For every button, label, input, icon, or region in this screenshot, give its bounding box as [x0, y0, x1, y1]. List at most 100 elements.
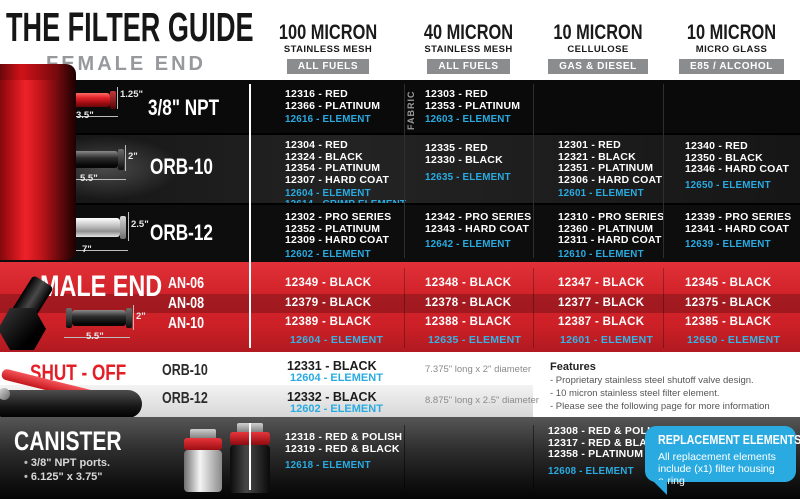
- element-number: 12602 - ELEMENT: [285, 248, 371, 260]
- element-number: 12601 - ELEMENT: [560, 334, 654, 346]
- part-number: 12343 - HARD COAT: [425, 222, 530, 235]
- male-filter-photo: [72, 310, 126, 326]
- part-number: 12340 - RED: [685, 140, 748, 152]
- white-divider: [249, 84, 251, 348]
- dimension-height: 1.25": [120, 89, 143, 100]
- an-size-label: AN-10: [168, 315, 205, 332]
- dimension-length: 7": [82, 244, 92, 255]
- callout-tail: [652, 480, 667, 495]
- part-cell: 12302 - PRO SERIES 12352 - PLATINUM 12309 …: [252, 211, 404, 260]
- part-number: 12310 - PRO SERIES: [558, 211, 665, 223]
- column-divider: [663, 84, 664, 258]
- dimension-line: [64, 337, 130, 338]
- element-number: 12650 - ELEMENT: [685, 179, 771, 191]
- table-row-npt: 1.25" 3.5" 3/8" NPT FABRIC 12316 - RED 12…: [0, 80, 800, 134]
- part-number: 12306 - HARD COAT: [558, 173, 663, 186]
- size-note: 7.375" long x 2" diameter: [425, 364, 532, 375]
- dimension-line: [54, 250, 128, 251]
- column-header-40-micron: 40 MICRON STAINLESS MESH ALL FUELS: [404, 22, 533, 74]
- page-title: THE FILTER GUIDE: [6, 4, 254, 50]
- part-number: 12307 - HARD COAT: [285, 173, 390, 186]
- dimension-line: [125, 145, 126, 171]
- valve-body: [0, 390, 142, 418]
- part-number: 12345 - BLACK: [685, 277, 772, 289]
- shutoff-valve-photo: [0, 366, 152, 418]
- part-number: 12309 - HARD COAT: [285, 234, 390, 247]
- inline-filter-photo-black: [62, 151, 118, 168]
- part-number: 12389 - BLACK: [285, 316, 372, 328]
- page-header: THE FILTER GUIDE FEMALE END 100 MICRON S…: [0, 0, 800, 80]
- filter-endcap: [118, 149, 124, 170]
- part-number: 12353 - PLATINUM: [425, 99, 521, 112]
- column-header-10-micron-microglass: 10 MICRON MICRO GLASS E85 / ALCOHOL: [663, 22, 800, 74]
- part-number: 12387 - BLACK: [558, 316, 645, 328]
- fuel-type-badge: E85 / ALCOHOL: [679, 59, 784, 74]
- fuel-type-badge: GAS & DIESEL: [548, 59, 648, 74]
- dimension-length: 5.5": [80, 173, 98, 184]
- part-number: 12379 - BLACK: [285, 297, 372, 309]
- element-number: 12608 - ELEMENT: [548, 465, 634, 477]
- canister-photo-polished: [182, 429, 224, 495]
- column-header-100-micron: 100 MICRON STAINLESS MESH ALL FUELS: [252, 22, 404, 74]
- row-separator: [0, 133, 800, 135]
- table-row-orb12: 2.5" 7" ORB-12 12302 - PRO SERIES 12352 -…: [0, 204, 800, 262]
- dimension-line: [58, 116, 118, 117]
- part-number: 12352 - PLATINUM: [285, 222, 381, 235]
- row-label-orb10: ORB-10: [150, 154, 213, 179]
- female-end-heading: FEMALE END: [46, 53, 206, 75]
- column-divider: [404, 268, 405, 348]
- part-number: 12301 - RED: [558, 139, 621, 151]
- canister-heading: CANISTER: [14, 426, 122, 456]
- part-number: 12354 - PLATINUM: [285, 162, 381, 175]
- media-type-label: CELLULOSE: [567, 44, 629, 55]
- red-filter-photo: [0, 64, 76, 260]
- part-number: 12319 - RED & BLACK: [285, 442, 400, 455]
- orb-size-label: ORB-10: [162, 362, 208, 379]
- male-fitting-photo: [0, 274, 60, 350]
- part-number: 12349 - BLACK: [285, 277, 372, 289]
- canister-section: CANISTER 3/8" NPT ports.6.125" x 3.75" 1…: [0, 417, 800, 499]
- element-number: 12604 - ELEMENT: [290, 334, 384, 346]
- element-number: 12610 - ELEMENT: [558, 248, 644, 260]
- part-number: 12335 - RED: [425, 142, 488, 154]
- male-end-section: MALE END 2" 5.5" AN-06 AN-08 AN-10 12349…: [0, 262, 800, 352]
- part-number: 12330 - BLACK: [425, 153, 503, 166]
- element-number: 12650 - ELEMENT: [687, 334, 781, 346]
- part-cell: 12301 - RED 12321 - BLACK 12351 - PLATINUM…: [533, 139, 663, 200]
- micron-rating-label: 40 MICRON: [423, 21, 514, 44]
- fitting-hex: [0, 308, 46, 350]
- filter-endcap: [66, 308, 72, 328]
- row-label-orb12: ORB-12: [150, 220, 213, 245]
- part-cell: 12339 - PRO SERIES 12341 - HARD COAT 1263…: [663, 211, 800, 251]
- part-number: 12346 - HARD COAT: [685, 163, 790, 176]
- part-cell: 12316 - RED 12366 - PLATINUM 12616 - ELEM…: [252, 88, 404, 126]
- element-number: 12604 - ELEMENT: [285, 188, 371, 200]
- element-number: 12603 - ELEMENT: [425, 114, 511, 126]
- column-divider: [404, 84, 405, 258]
- media-type-label: STAINLESS MESH: [424, 44, 513, 55]
- part-number: 12318 - RED & POLISH: [285, 431, 403, 443]
- feature-item: - Please see the following page for more…: [550, 401, 770, 412]
- canister-body: [184, 450, 222, 492]
- shut-off-section: SHUT - OFF ORB-10 ORB-12 12331 - BLACK 1…: [0, 352, 800, 418]
- features-title: Features: [550, 361, 596, 373]
- element-number: 12601 - ELEMENT: [558, 188, 644, 200]
- part-number: 12375 - BLACK: [685, 297, 772, 309]
- part-number: 12304 - RED: [285, 139, 348, 151]
- orb-size-label: ORB-12: [162, 390, 208, 407]
- an-size-label: AN-08: [168, 295, 205, 312]
- part-number: 12308 - RED & POLISH: [548, 425, 666, 437]
- dimension-length: 5.5": [86, 331, 104, 342]
- row-label-npt: 3/8" NPT: [148, 95, 220, 120]
- part-number: 12331 - BLACK: [287, 359, 377, 373]
- dimension-height: 2.5": [131, 219, 149, 230]
- row-separator: [0, 203, 800, 205]
- element-number: 12635 - ELEMENT: [425, 172, 511, 184]
- dimension-line: [128, 212, 129, 241]
- replacement-elements-title: REPLACEMENT ELEMENTS: [658, 433, 800, 447]
- micron-rating-label: 10 MICRON: [553, 21, 643, 44]
- table-row-orb10: 2" 5.5" ORB-10 12304 - RED 12324 - BLACK 1…: [0, 134, 800, 210]
- white-divider: [249, 423, 251, 490]
- column-divider: [533, 425, 534, 489]
